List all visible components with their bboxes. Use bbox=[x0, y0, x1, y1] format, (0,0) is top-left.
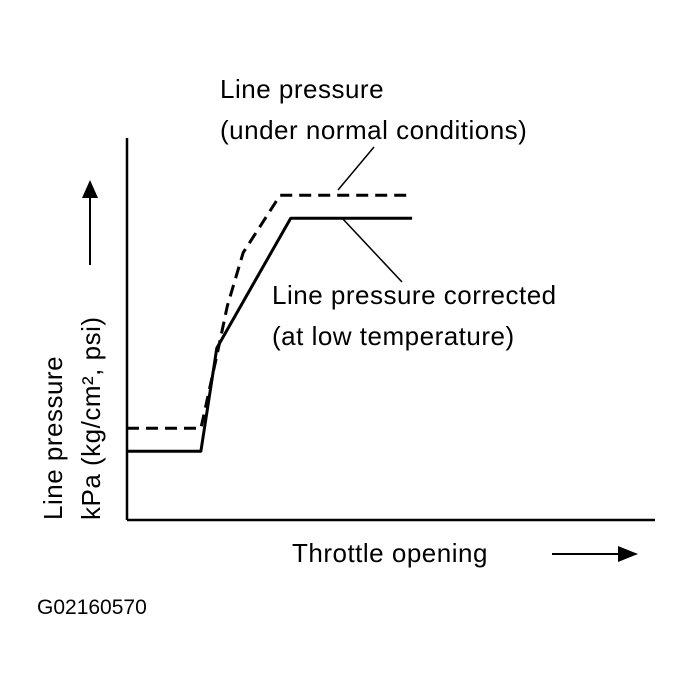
y-axis-label-line1: Line pressure bbox=[38, 356, 68, 520]
series-line-corrected bbox=[127, 216, 413, 453]
chart-axes bbox=[125, 138, 655, 522]
series-line-normal bbox=[127, 193, 413, 430]
x-axis-label: Throttle opening bbox=[292, 538, 488, 568]
annotation-normal-line1: Line pressure bbox=[220, 74, 384, 104]
annotation-normal-line2: (under normal conditions) bbox=[220, 115, 527, 145]
annotation-corrected-line2: (at low temperature) bbox=[272, 321, 515, 351]
y-axis-label-group: Line pressure kPa (kg/cm², psi) bbox=[38, 180, 106, 520]
series-layer bbox=[127, 193, 413, 453]
x-axis-arrow-head bbox=[618, 546, 638, 562]
y-axis-label-line2: kPa (kg/cm², psi) bbox=[76, 316, 106, 520]
figure-code: G02160570 bbox=[37, 596, 147, 619]
annotation-corrected-leader bbox=[341, 217, 403, 283]
annotation-normal-leader bbox=[337, 146, 375, 191]
annotation-corrected-line1: Line pressure corrected bbox=[272, 280, 557, 310]
y-axis-arrow-head bbox=[82, 180, 98, 198]
